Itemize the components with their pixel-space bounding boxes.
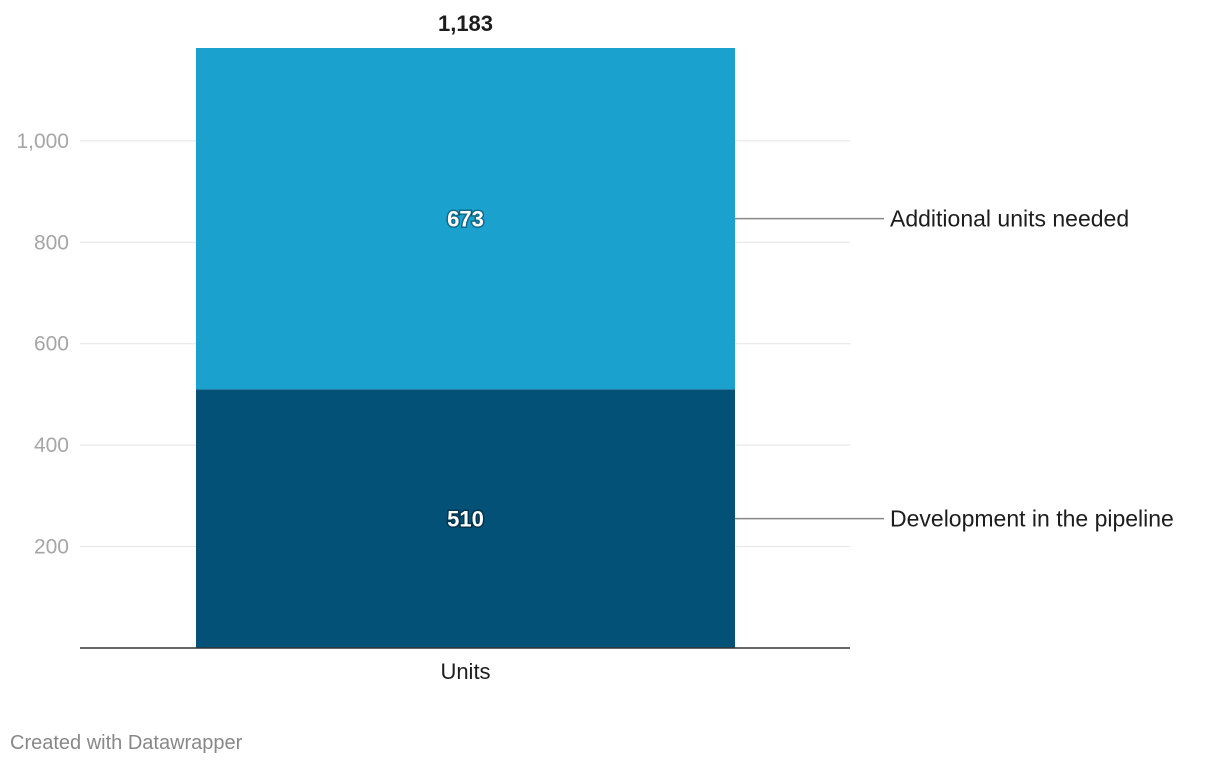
segment-value-labels: 510 673 1,183: [438, 11, 493, 533]
x-category-label: Units: [440, 659, 490, 684]
series-labels: Development in the pipeline Additional un…: [890, 206, 1174, 532]
y-tick-label: 400: [34, 434, 69, 457]
series-label: Development in the pipeline: [890, 506, 1174, 532]
series-label-connectors: [735, 217, 884, 520]
x-axis: Units: [80, 647, 850, 684]
bar-segment: [196, 389, 735, 648]
y-tick-label: 600: [34, 333, 69, 356]
segment-value-label: 673: [447, 207, 484, 232]
y-axis-tick-labels: 200 400 600 800 1,000: [16, 130, 69, 559]
series-label: Additional units needed: [890, 206, 1129, 232]
y-tick-label: 200: [34, 536, 69, 559]
segment-value-label: 510: [447, 507, 484, 532]
y-tick-label: 800: [34, 231, 69, 254]
y-tick-label: 1,000: [16, 130, 69, 153]
bar-segment: [196, 48, 735, 390]
bars: [196, 48, 735, 648]
credit-text: Created with Datawrapper: [10, 732, 243, 754]
total-value-label: 1,183: [438, 11, 493, 36]
